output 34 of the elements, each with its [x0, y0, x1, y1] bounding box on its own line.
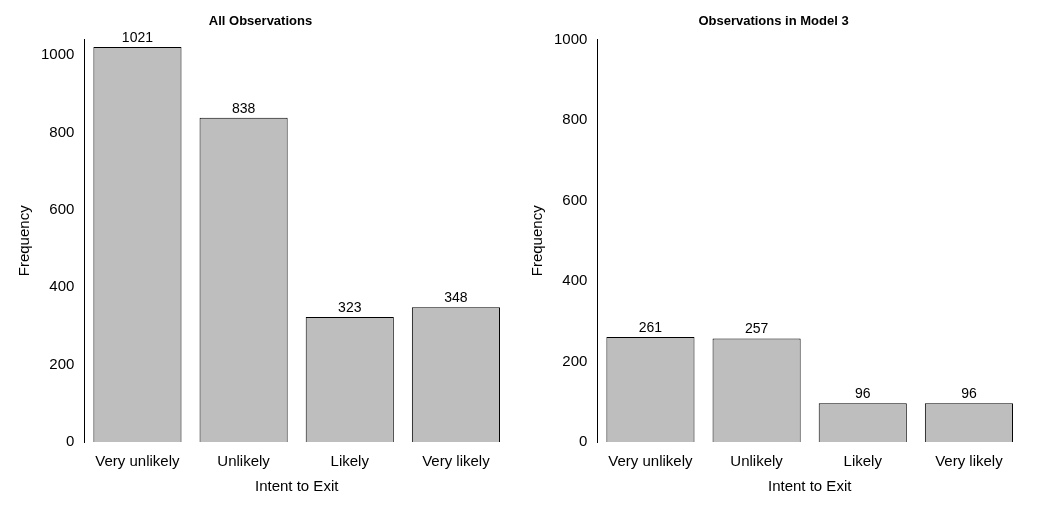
y-tick-label: 400 — [562, 271, 588, 289]
data-label: 96 — [961, 385, 977, 402]
y-tick-label: 1000 — [40, 45, 75, 63]
y-tick-label: 600 — [49, 199, 75, 217]
y-tick-label: 200 — [562, 351, 588, 369]
x-axis-title: Intent to Exit — [254, 477, 340, 495]
data-label: 323 — [338, 298, 362, 315]
x-tick-label: Very unlikely — [95, 452, 181, 470]
y-axis-title: Frequency — [15, 204, 33, 277]
y-tick-label: 1000 — [553, 29, 588, 47]
data-label: 261 — [638, 318, 663, 335]
data-label: 96 — [854, 385, 871, 402]
y-tick-label: 600 — [562, 190, 588, 208]
x-tick-label: Likely — [843, 452, 883, 470]
chart-title: All Observations — [208, 13, 313, 29]
x-tick-label: Unlikely — [730, 452, 784, 470]
x-tick-label: Unlikely — [217, 452, 271, 470]
y-tick-label: 400 — [49, 277, 75, 295]
x-tick-label: Very likely — [935, 452, 1004, 470]
y-tick-label: 0 — [579, 432, 588, 450]
chart-title: Observations in Model 3 — [698, 13, 849, 29]
x-tick-label: Very unlikely — [608, 452, 694, 470]
data-label: 838 — [231, 99, 256, 116]
x-axis-title: Intent to Exit — [767, 477, 853, 495]
y-axis-title: Frequency — [528, 204, 546, 277]
y-tick-label: 800 — [49, 122, 75, 140]
data-label: 1021 — [121, 28, 154, 45]
y-tick-label: 800 — [562, 110, 588, 128]
y-tick-label: 0 — [66, 432, 75, 450]
x-tick-label: Likely — [330, 452, 370, 470]
y-tick-label: 200 — [49, 354, 75, 372]
data-label: 348 — [444, 289, 468, 306]
data-label: 257 — [744, 320, 769, 337]
x-tick-label: Very likely — [422, 452, 491, 470]
